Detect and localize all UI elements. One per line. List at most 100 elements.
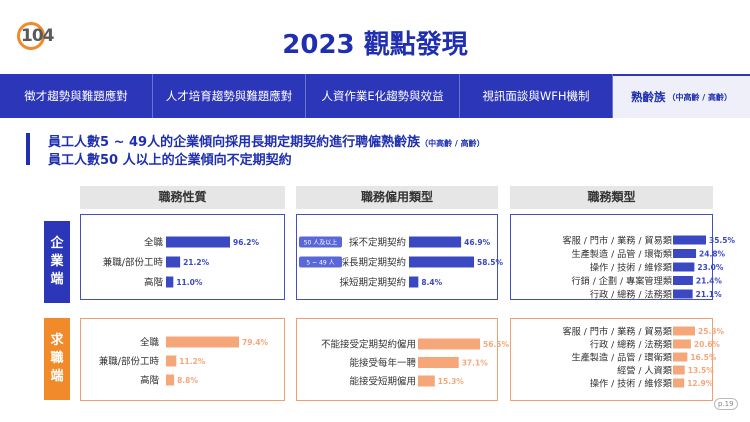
side-label-char: 端 <box>50 369 64 384</box>
data-label: 25.3% <box>698 327 725 336</box>
category-label: 行銷 / 企劃 / 專案管理類 <box>571 275 672 287</box>
bar <box>166 276 174 288</box>
bar <box>166 336 239 348</box>
category-label: 能接受每年一聘 <box>349 357 416 369</box>
column-header-employment-type: 職務僱用類型 <box>296 186 498 209</box>
bar-tag-label: 50 人及以上 <box>304 239 338 247</box>
tab-senior-workers[interactable]: 熟齡族 （中高齡 / 高齡） <box>613 74 750 118</box>
brand-logo: 104 <box>17 22 63 50</box>
bar <box>673 365 685 375</box>
bar-tag-label: 5 ~ 49 人 <box>306 260 334 267</box>
data-label: 46.9% <box>464 238 491 247</box>
data-label: 15.3% <box>438 377 465 386</box>
headline-accent-bar <box>26 133 30 165</box>
data-label: 21.4% <box>696 277 723 286</box>
data-label: 12.9% <box>687 379 714 388</box>
bar <box>409 256 474 268</box>
page-number: p.19 <box>714 398 738 410</box>
data-label: 20.6% <box>694 340 721 349</box>
tab-label: 視訊面談與WFH機制 <box>482 89 590 103</box>
page-title: 2023 觀點發現 <box>282 30 468 60</box>
side-label-char: 職 <box>50 351 64 366</box>
data-label: 35.5% <box>709 236 736 245</box>
category-label: 生產製造 / 品管 / 環衛類 <box>571 352 672 364</box>
category-label: 行政 / 總務 / 法務類 <box>590 289 672 301</box>
tab-label: 熟齡族 <box>631 90 666 104</box>
category-label: 採短期定期契約 <box>339 277 406 289</box>
category-label: 採長期定期契約 <box>339 257 406 269</box>
category-label: 客服 / 門市 / 業務 / 貿易類 <box>563 326 673 338</box>
bar <box>673 276 693 285</box>
category-label: 不能接受定期契約僱用 <box>321 339 416 351</box>
column-header-job-nature: 職務性質 <box>80 186 285 209</box>
headline-line-1: 員工人數5 ~ 49人的企業傾向採用長期定期契約進行聘僱熟齡族（中高齡 / 高齡… <box>48 131 485 150</box>
bar <box>409 236 462 248</box>
category-label: 行政 / 總務 / 法務類 <box>590 339 672 351</box>
data-label: 24.8% <box>699 250 726 259</box>
category-label: 操作 / 技術 / 維修類 <box>590 262 672 274</box>
column-header-job-category: 職務類型 <box>510 186 713 209</box>
bar <box>409 276 419 288</box>
category-label: 全職 <box>140 337 160 349</box>
side-label-enterprise: 企 業 端 <box>44 221 70 303</box>
logo-ring <box>17 22 45 50</box>
tab-video-interview-wfh[interactable]: 視訊面談與WFH機制 <box>460 74 613 118</box>
panel-enterprise-job-nature <box>80 214 285 300</box>
category-label: 經營 / 人資類 <box>617 365 672 377</box>
bar <box>166 256 181 268</box>
tab-label: 徵才趨勢與難題應對 <box>24 89 128 103</box>
bar <box>418 338 480 350</box>
bar-tag-badge <box>299 256 342 268</box>
tab-sublabel: （中高齡 / 高齡） <box>667 92 733 102</box>
category-label: 高階 <box>140 375 160 387</box>
category-label: 生產製造 / 品管 / 環衛類 <box>571 248 672 260</box>
data-label: 37.1% <box>462 359 489 368</box>
bar-tag-badge <box>299 236 342 248</box>
panel-seeker-job-nature <box>80 318 285 401</box>
tab-label: 人資作業E化趨勢與效益 <box>321 89 444 103</box>
category-label: 兼職/部份工時 <box>103 257 164 269</box>
tab-label: 人才培育趨勢與難題應對 <box>165 89 293 103</box>
data-label: 11.2% <box>179 357 206 366</box>
data-label: 58.5% <box>477 258 504 267</box>
data-label: 16.5% <box>690 353 717 362</box>
category-label: 能接受短期僱用 <box>349 376 416 388</box>
bar <box>673 352 688 362</box>
panel-seeker-employment-type <box>296 318 498 401</box>
headline-line-1-note: （中高齡 / 高齡） <box>420 139 485 148</box>
tab-recruiting-trends[interactable]: 徵才趨勢與難題應對 <box>0 74 153 118</box>
category-label: 操作 / 技術 / 維修類 <box>590 378 672 390</box>
data-label: 13.5% <box>688 366 715 375</box>
data-label: 23.0% <box>697 263 724 272</box>
category-label: 高階 <box>144 277 164 289</box>
bar <box>673 326 695 336</box>
side-label-char: 企 <box>50 236 64 251</box>
side-label-char: 求 <box>50 333 64 348</box>
headline-line-2: 員工人數50 人以上的企業傾向不定期契約 <box>48 153 292 168</box>
bar <box>673 249 697 258</box>
side-label-job-seeker: 求 職 端 <box>44 318 70 400</box>
bar <box>673 235 706 245</box>
data-label: 96.2% <box>233 238 260 247</box>
category-label: 兼職/部份工時 <box>99 356 160 368</box>
bar <box>673 339 691 349</box>
data-label: 8.8% <box>177 376 198 385</box>
bar <box>673 289 693 299</box>
bar <box>418 375 435 387</box>
bar <box>673 378 685 388</box>
data-label: 11.0% <box>176 278 203 287</box>
category-label: 全職 <box>144 237 164 249</box>
bar <box>166 355 177 367</box>
section-nav: 徵才趨勢與難題應對 人才培育趨勢與難題應對 人資作業E化趨勢與效益 視訊面談與W… <box>0 74 750 118</box>
data-label: 8.4% <box>421 278 442 287</box>
side-label-char: 業 <box>50 254 64 269</box>
data-label: 21.2% <box>183 258 210 267</box>
tab-talent-development[interactable]: 人才培育趨勢與難題應對 <box>153 74 306 118</box>
bar <box>166 236 230 248</box>
headline-line-1-text: 員工人數5 ~ 49人的企業傾向採用長期定期契約進行聘僱熟齡族 <box>48 135 421 150</box>
logo-text: 104 <box>21 26 54 46</box>
tab-hr-digitalization[interactable]: 人資作業E化趨勢與效益 <box>306 74 460 118</box>
data-label: 56.5% <box>483 340 510 349</box>
side-label-char: 端 <box>50 272 64 287</box>
